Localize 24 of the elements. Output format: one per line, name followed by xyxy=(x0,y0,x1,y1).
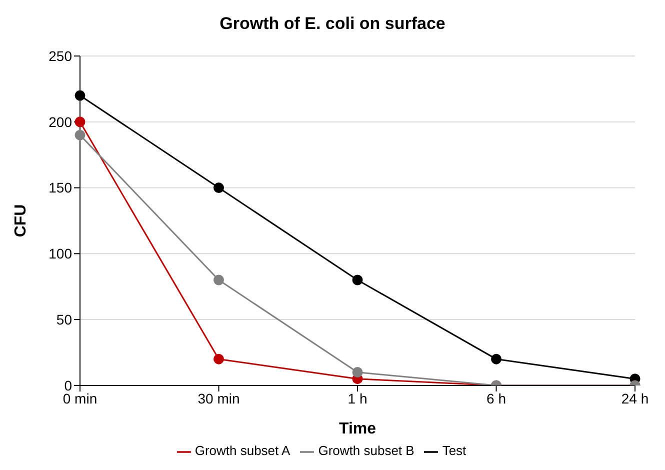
x-tick-label: 30 min xyxy=(198,390,240,406)
y-tick-label: 200 xyxy=(48,114,72,130)
point xyxy=(352,367,363,378)
y-tick-label: 100 xyxy=(48,246,72,262)
point xyxy=(74,90,86,101)
legend-label: Growth subset A xyxy=(194,443,290,458)
point xyxy=(214,274,224,286)
point xyxy=(214,182,224,194)
x-tick-label: 6 h xyxy=(486,390,506,406)
point xyxy=(214,354,224,364)
x-tick-label: 1 h xyxy=(348,390,368,406)
point xyxy=(352,274,363,286)
point xyxy=(491,354,502,364)
y-tick-label: 150 xyxy=(48,180,72,196)
x-tick-label: 24 h xyxy=(621,390,649,406)
y-tick-label: 250 xyxy=(48,48,72,64)
x-axis-title: Time xyxy=(338,420,376,438)
chart-title: Growth of E. coli on surface xyxy=(218,13,446,35)
point xyxy=(74,130,86,140)
y-tick-label: 50 xyxy=(56,312,72,328)
point xyxy=(74,116,86,128)
legend-label: Test xyxy=(442,443,466,458)
legend-label: Growth subset B xyxy=(318,443,414,458)
y-axis-title: CFU xyxy=(12,204,30,238)
